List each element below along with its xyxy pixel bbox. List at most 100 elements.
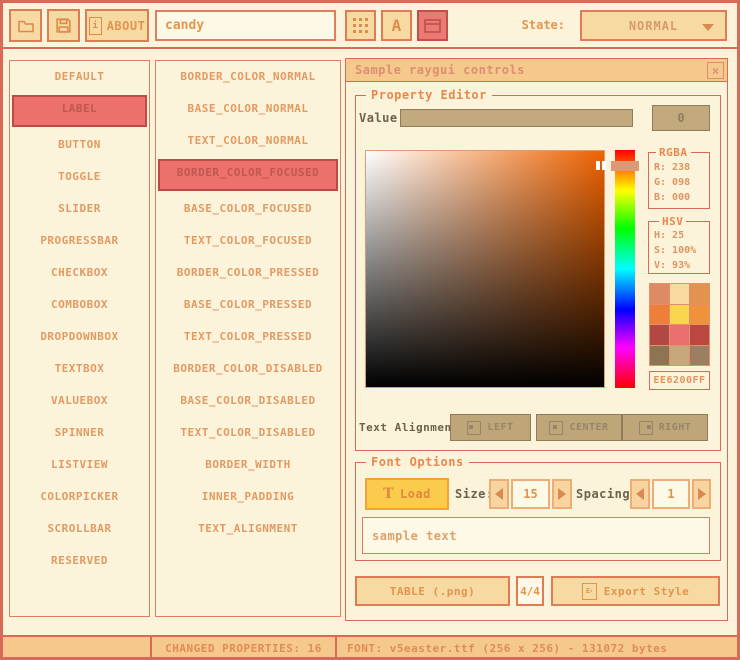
status-divider (335, 637, 337, 660)
color-swatch[interactable] (650, 325, 669, 345)
color-swatch-grid (649, 283, 710, 366)
controls-mode-button[interactable] (417, 10, 448, 41)
close-icon: × (711, 63, 720, 78)
control-item-dropdownbox[interactable]: DROPDOWNBOX (40, 330, 119, 343)
hue-bar[interactable] (615, 150, 635, 388)
style-name-input[interactable] (155, 10, 336, 41)
color-swatch[interactable] (690, 284, 709, 304)
control-item-slider[interactable]: SLIDER (58, 202, 101, 215)
sample-window-titlebar[interactable]: Sample raygui controls (346, 59, 727, 82)
color-swatch[interactable] (650, 304, 669, 324)
font-options-group: Font Options (355, 455, 721, 561)
spacing-increment-button[interactable] (692, 479, 711, 509)
color-swatch[interactable] (670, 345, 689, 365)
export-table-button[interactable]: TABLE (.png) (355, 576, 510, 606)
color-swatch[interactable] (670, 325, 689, 345)
hue-bar-handle[interactable] (611, 161, 639, 171)
chevron-left-icon (636, 488, 644, 500)
property-item[interactable]: BASE_COLOR_PRESSED (183, 298, 313, 311)
property-item[interactable]: TEXT_COLOR_DISABLED (180, 426, 316, 439)
font-mode-button[interactable]: A (381, 10, 412, 41)
control-item-textbox[interactable]: TEXTBOX (54, 362, 105, 375)
size-decrement-button[interactable] (489, 479, 509, 509)
color-picker-cursor[interactable] (596, 161, 600, 170)
color-swatch[interactable] (650, 284, 669, 304)
control-item-spinner[interactable]: SPINNER (54, 426, 105, 439)
property-item[interactable]: TEXT_ALIGNMENT (198, 522, 298, 535)
align-center-label: CENTER (569, 422, 609, 433)
property-item[interactable]: TEXT_COLOR_NORMAL (187, 134, 309, 147)
property-item-selected[interactable]: BORDER_COLOR_FOCUSED (158, 159, 338, 191)
font-load-icon: T (383, 486, 394, 502)
color-swatch[interactable] (690, 345, 709, 365)
control-item-combobox[interactable]: COMBOBOX (51, 298, 108, 311)
state-dropdown[interactable]: NORMAL (580, 10, 727, 41)
control-item-scrollbar[interactable]: SCROLLBAR (47, 522, 112, 535)
spacing-value-box[interactable]: 1 (652, 479, 690, 509)
property-item[interactable]: TEXT_COLOR_FOCUSED (183, 234, 313, 247)
property-item[interactable]: BASE_COLOR_DISABLED (180, 394, 316, 407)
control-item-listview[interactable]: LISTVIEW (51, 458, 108, 471)
size-increment-button[interactable] (552, 479, 572, 509)
export-style-button[interactable]: E› Export Style (551, 576, 720, 606)
window-icon (424, 18, 441, 33)
property-item[interactable]: BASE_COLOR_FOCUSED (183, 202, 313, 215)
hex-color-value[interactable]: EE6200FF (649, 371, 710, 390)
property-item[interactable]: BORDER_WIDTH (205, 458, 291, 471)
control-item-default[interactable]: DEFAULT (54, 70, 105, 83)
color-swatch[interactable] (670, 304, 689, 324)
style-table-mode-button[interactable] (345, 10, 376, 41)
spacing-label: Spacing: (576, 487, 634, 501)
property-item[interactable]: TEXT_COLOR_PRESSED (183, 330, 313, 343)
color-picker-cursor[interactable] (602, 161, 606, 170)
sample-window-title: Sample raygui controls (355, 63, 525, 77)
color-swatch[interactable] (650, 345, 669, 365)
property-item[interactable]: BASE_COLOR_NORMAL (187, 102, 309, 115)
control-item-toggle[interactable]: TOGGLE (58, 170, 101, 183)
text-alignment-label: Text Alignment: (359, 421, 451, 434)
load-font-button[interactable]: T Load (365, 478, 449, 510)
control-item-label-selected[interactable]: LABEL (12, 95, 147, 127)
color-picker-panel[interactable] (365, 150, 605, 388)
about-button[interactable]: i ABOUT (85, 9, 149, 42)
align-left-button[interactable]: LEFT (450, 414, 531, 441)
control-item-progressbar[interactable]: PROGRESSBAR (40, 234, 119, 247)
size-label: Size: (455, 487, 494, 501)
property-item[interactable]: BORDER_COLOR_PRESSED (176, 266, 320, 279)
control-item-reserved[interactable]: RESERVED (51, 554, 108, 567)
chevron-left-icon (495, 488, 503, 500)
value-slider[interactable] (400, 109, 633, 127)
hsv-panel-title: HSV (659, 214, 687, 229)
value-box[interactable]: 0 (652, 105, 710, 131)
property-item[interactable]: INNER_PADDING (201, 490, 295, 503)
changed-properties-status: CHANGED PROPERTIES: 16 (165, 642, 322, 655)
state-label: State: (521, 18, 565, 32)
close-button[interactable]: × (707, 62, 724, 79)
color-swatch[interactable] (690, 325, 709, 345)
save-file-button[interactable] (47, 9, 80, 42)
control-item-checkbox[interactable]: CHECKBOX (51, 266, 108, 279)
pages-value-box[interactable]: 4/4 (516, 576, 544, 606)
color-swatch[interactable] (670, 284, 689, 304)
color-swatch[interactable] (690, 304, 709, 324)
properties-list: BORDER_COLOR_NORMAL BASE_COLOR_NORMAL TE… (155, 60, 341, 617)
chevron-down-icon (702, 24, 714, 31)
control-item-button[interactable]: BUTTON (58, 138, 101, 151)
align-center-button[interactable]: CENTER (536, 414, 622, 441)
align-left-label: LEFT (487, 422, 514, 433)
control-item-valuebox[interactable]: VALUEBOX (51, 394, 108, 407)
hsv-panel: HSV H: 25 S: 100% V: 93% (648, 214, 710, 274)
align-right-icon (638, 420, 653, 435)
export-icon: E› (581, 582, 597, 600)
open-file-button[interactable] (9, 9, 42, 42)
property-item[interactable]: BORDER_COLOR_NORMAL (180, 70, 316, 83)
toolbar-separator (0, 47, 740, 49)
size-value-box[interactable]: 15 (511, 479, 550, 509)
align-right-button[interactable]: RIGHT (622, 414, 708, 441)
control-item-colorpicker[interactable]: COLORPICKER (40, 490, 119, 503)
font-a-icon: A (391, 16, 402, 35)
sample-text-input[interactable] (362, 517, 710, 554)
property-item[interactable]: BORDER_COLOR_DISABLED (173, 362, 323, 375)
spacing-decrement-button[interactable] (630, 479, 650, 509)
